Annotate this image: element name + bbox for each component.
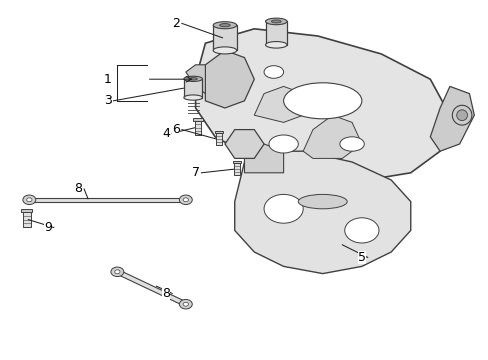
Bar bbox=[216, 133, 222, 145]
Polygon shape bbox=[429, 86, 473, 151]
Bar bbox=[215, 131, 223, 133]
Polygon shape bbox=[116, 270, 187, 306]
Polygon shape bbox=[224, 130, 264, 158]
Polygon shape bbox=[205, 50, 254, 108]
Ellipse shape bbox=[183, 198, 188, 202]
Polygon shape bbox=[254, 86, 303, 122]
Ellipse shape bbox=[115, 270, 120, 274]
Bar bbox=[23, 212, 31, 227]
Ellipse shape bbox=[111, 267, 123, 276]
Ellipse shape bbox=[213, 22, 236, 29]
Text: 2: 2 bbox=[172, 17, 180, 30]
Ellipse shape bbox=[213, 47, 236, 54]
Ellipse shape bbox=[183, 302, 188, 306]
Bar bbox=[265, 21, 286, 45]
Text: 1: 1 bbox=[103, 73, 111, 86]
Ellipse shape bbox=[451, 105, 471, 125]
Text: 3: 3 bbox=[103, 94, 111, 107]
Ellipse shape bbox=[271, 20, 281, 23]
Bar bbox=[194, 121, 201, 135]
Ellipse shape bbox=[27, 198, 32, 202]
Polygon shape bbox=[185, 65, 205, 94]
Ellipse shape bbox=[183, 76, 202, 81]
Ellipse shape bbox=[298, 194, 346, 209]
Text: 4: 4 bbox=[162, 127, 170, 140]
Polygon shape bbox=[195, 29, 449, 180]
Ellipse shape bbox=[265, 41, 286, 48]
Ellipse shape bbox=[179, 195, 192, 204]
Ellipse shape bbox=[183, 95, 202, 100]
Ellipse shape bbox=[265, 18, 286, 25]
Bar bbox=[183, 79, 202, 98]
Ellipse shape bbox=[188, 78, 197, 80]
Ellipse shape bbox=[264, 194, 303, 223]
Bar bbox=[234, 163, 240, 175]
Ellipse shape bbox=[339, 137, 364, 151]
Bar bbox=[213, 25, 236, 50]
Ellipse shape bbox=[456, 110, 467, 121]
Ellipse shape bbox=[283, 83, 361, 119]
Text: 7: 7 bbox=[191, 166, 199, 179]
Bar bbox=[193, 118, 203, 121]
Text: 8: 8 bbox=[74, 183, 82, 195]
Text: 9: 9 bbox=[44, 221, 52, 234]
Polygon shape bbox=[234, 151, 410, 274]
Ellipse shape bbox=[23, 195, 36, 204]
Ellipse shape bbox=[264, 66, 283, 78]
Polygon shape bbox=[244, 144, 283, 173]
Text: 6: 6 bbox=[172, 123, 180, 136]
Polygon shape bbox=[29, 198, 185, 202]
Ellipse shape bbox=[179, 300, 192, 309]
Bar bbox=[233, 161, 241, 163]
Ellipse shape bbox=[219, 23, 230, 27]
Ellipse shape bbox=[344, 218, 378, 243]
Polygon shape bbox=[303, 115, 361, 158]
Text: 8: 8 bbox=[162, 287, 170, 300]
Ellipse shape bbox=[268, 135, 298, 153]
Text: 5: 5 bbox=[357, 251, 365, 264]
Bar bbox=[21, 209, 32, 212]
